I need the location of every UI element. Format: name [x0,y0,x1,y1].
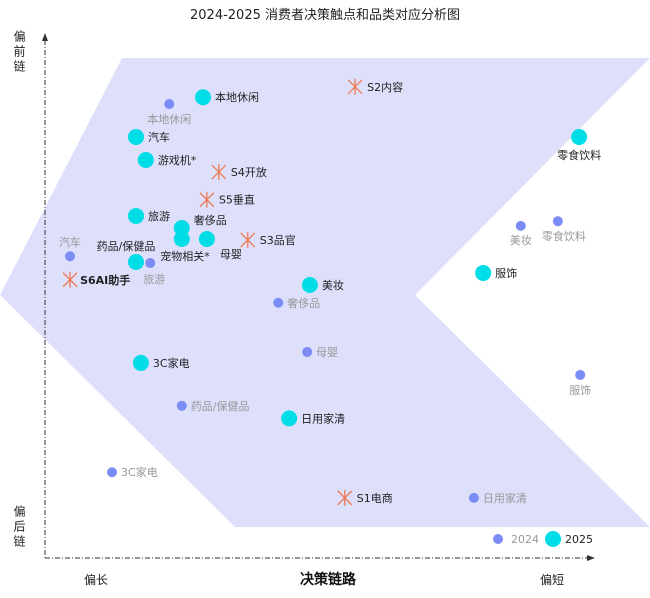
point-2025[interactable] [137,151,154,168]
point-2024[interactable] [107,467,118,478]
x-tick-long: 偏长 [84,572,108,587]
point-label: 服饰 [495,266,517,280]
point-2024[interactable] [164,99,175,110]
touchpoint-marker[interactable] [347,78,363,95]
legend-2025-label: 2025 [565,533,593,546]
point-label: 旅游 [148,209,170,223]
point-label: 零食饮料 [542,229,586,243]
point-label: 游戏机* [158,153,197,167]
point-2024[interactable] [552,216,563,227]
point-2025[interactable] [195,89,212,106]
point-2025[interactable] [173,230,190,247]
point-2025[interactable] [281,410,298,427]
point-label: 本地休闲 [215,90,259,104]
point-label: 旅游 [143,272,165,286]
y-axis-arrow [42,33,48,41]
point-label: 母婴 [220,248,242,261]
point-2025[interactable] [198,230,215,247]
point-2024[interactable] [302,346,313,357]
point-2024[interactable] [575,369,586,380]
point-label: S5垂直 [219,193,255,207]
point-label: 零食饮料 [557,148,601,162]
point-label: 服饰 [569,383,591,397]
point-label: 3C家电 [153,356,190,370]
legend: 2024 2025 [493,531,593,547]
point-2024[interactable] [515,220,526,231]
point-label: S4开放 [231,165,267,179]
point-2025[interactable] [173,219,190,236]
point-label: 3C家电 [121,465,158,479]
point-2024[interactable] [65,251,76,262]
point-label: 汽车 [148,130,170,144]
decision-band [0,58,650,527]
chart-title: 2024-2025 消费者决策触点和品类对应分析图 [190,7,460,23]
point-label: 美妆 [510,234,532,247]
touchpoint-marker[interactable] [211,164,227,181]
point-label: S1电商 [357,491,393,505]
legend-2024-label: 2024 [511,533,539,546]
point-2024[interactable] [468,492,479,503]
legend-2025-marker [545,531,561,547]
point-2025[interactable] [301,276,318,293]
point-label: 母婴 [316,346,338,359]
point-label: S2内容 [367,80,403,94]
point-2024[interactable] [145,258,156,269]
point-2025[interactable] [128,207,145,224]
point-label: 药品/保健品 [191,399,250,413]
touchpoint-marker[interactable] [199,191,215,208]
point-2025[interactable] [128,253,145,270]
point-2025[interactable] [475,264,492,281]
touchpoint-marker[interactable] [337,489,353,506]
touchpoint-marker[interactable] [62,271,78,288]
point-label: 药品/保健品 [97,239,156,253]
point-label: 宠物相关* [160,249,210,263]
legend-2024-marker [493,534,503,544]
point-label: 本地休闲 [147,112,191,126]
touchpoint-marker[interactable] [240,232,256,249]
point-label: 日用家清 [483,491,527,505]
point-label: S3品官 [260,233,296,247]
point-label: 奢侈品 [194,213,227,227]
point-2025[interactable] [571,128,588,145]
point-label: S6AI助手 [80,273,130,287]
x-tick-short: 偏短 [540,572,564,587]
x-axis-label: 决策链路 [300,571,357,588]
y-tick-front: 偏前链 [12,30,26,75]
point-label: 美妆 [322,279,344,292]
point-2025[interactable] [128,128,145,145]
point-label: 奢侈品 [287,296,320,310]
point-2025[interactable] [132,354,149,371]
point-label: 汽车 [59,235,81,249]
y-tick-back: 偏后链 [12,505,26,550]
x-axis-arrow [587,555,595,561]
point-label: 日用家清 [301,411,345,425]
point-2024[interactable] [176,400,187,411]
point-2024[interactable] [273,297,284,308]
